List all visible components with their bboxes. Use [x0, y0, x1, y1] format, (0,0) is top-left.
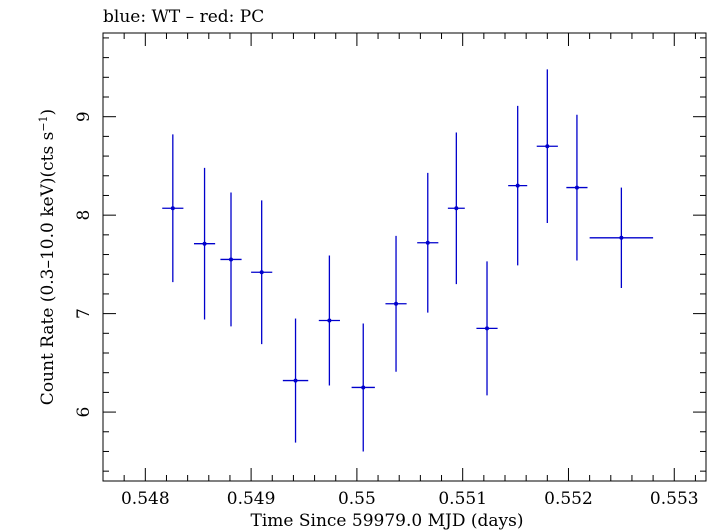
data-marker: [394, 301, 399, 306]
data-marker: [454, 206, 459, 211]
data-series: [162, 69, 654, 452]
data-point: [282, 318, 309, 443]
data-marker: [327, 318, 332, 323]
data-marker: [259, 270, 264, 275]
x-tick-label: 0.553: [650, 489, 699, 509]
x-tick-label: 0.548: [121, 489, 170, 509]
data-point: [251, 200, 273, 345]
data-point: [536, 69, 558, 224]
x-axis-label: Time Since 59979.0 MJD (days): [251, 511, 524, 531]
x-tick-label: 0.552: [544, 489, 593, 509]
data-marker: [574, 185, 579, 190]
plot-frame: [102, 32, 707, 482]
x-tick-label: 0.551: [438, 489, 487, 509]
x-tick-label: 0.549: [227, 489, 276, 509]
y-axis-label-tail: ): [38, 109, 58, 116]
data-point: [508, 105, 528, 266]
y-tick-label: 8: [74, 210, 94, 221]
data-point: [220, 192, 242, 327]
data-point: [318, 255, 340, 386]
data-point: [385, 235, 407, 372]
data-marker: [170, 206, 175, 211]
y-axis-label-superscript: −1: [37, 115, 50, 131]
data-marker: [619, 235, 624, 240]
data-point: [447, 132, 465, 285]
data-point: [566, 114, 588, 261]
data-point: [476, 261, 498, 396]
data-marker: [229, 257, 234, 262]
data-marker: [361, 385, 366, 390]
chart-title: blue: WT – red: PC: [103, 7, 264, 27]
data-marker: [485, 326, 490, 331]
data-point: [193, 167, 216, 320]
data-marker: [425, 240, 430, 245]
y-axis: 6 7 8 9: [74, 37, 706, 472]
y-tick-label: 9: [74, 111, 94, 122]
x-axis: 0.548 0.549 0.55 0.551 0.552 0.553: [102, 33, 699, 509]
data-point: [351, 323, 375, 452]
y-tick-label: 7: [74, 308, 94, 319]
data-marker: [545, 144, 550, 149]
y-axis-label-text: Count Rate (0.3–10.0 keV)(cts s: [38, 132, 58, 406]
data-marker: [202, 241, 207, 246]
data-marker: [515, 183, 520, 188]
data-point: [589, 187, 654, 289]
x-tick-label: 0.55: [338, 489, 376, 509]
data-point: [417, 172, 439, 313]
y-axis-label: Count Rate (0.3–10.0 keV)(cts s−1): [37, 109, 58, 405]
data-marker: [293, 378, 298, 383]
data-point: [162, 134, 184, 283]
y-tick-label: 6: [74, 407, 94, 418]
